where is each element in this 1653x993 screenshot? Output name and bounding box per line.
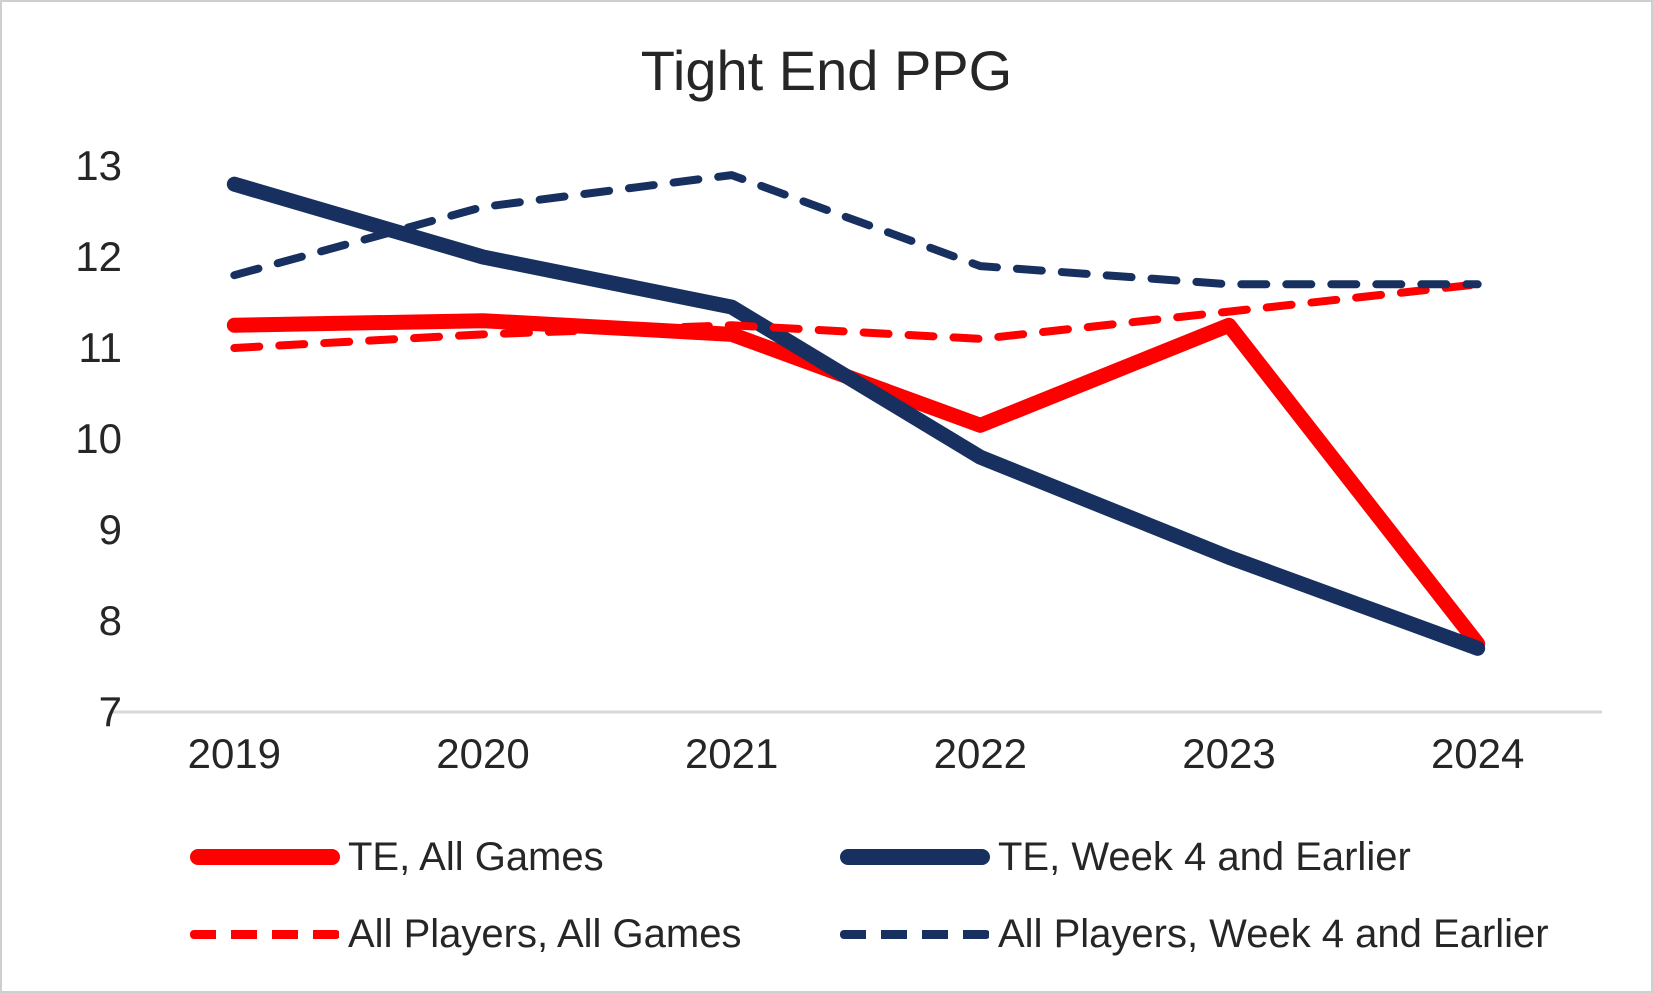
legend-label: All Players, All Games (348, 911, 742, 956)
x-axis-category-label: 2019 (187, 730, 282, 777)
legend-label: TE, Week 4 and Earlier (998, 834, 1411, 879)
legend-item-te-all-games: TE, All Games (190, 834, 604, 879)
legend-swatch-dashed-red (190, 929, 340, 939)
y-axis-tick-label: 11 (78, 324, 122, 371)
y-axis-tick-label: 9 (98, 506, 122, 553)
x-axis-category-label: 2023 (1182, 730, 1276, 777)
legend-label: All Players, Week 4 and Earlier (998, 911, 1549, 956)
legend-label: TE, All Games (348, 834, 604, 879)
legend-swatch-dashed-navy (840, 929, 990, 939)
x-axis-category-label: 2022 (933, 730, 1028, 777)
y-axis-tick-label: 8 (98, 597, 122, 644)
chart-title: Tight End PPG (640, 39, 1013, 102)
legend-swatch-solid-navy (840, 849, 990, 865)
y-axis-tick-label: 12 (75, 233, 122, 280)
legend-item-all-players-week4: All Players, Week 4 and Earlier (840, 911, 1549, 956)
series-line-3 (230, 280, 1482, 352)
series-line-1 (226, 313, 1486, 652)
y-axis-tick-label: 10 (75, 415, 122, 462)
series-line-2 (226, 176, 1486, 656)
x-axis-category-label: 2021 (684, 730, 779, 777)
series-line-4 (230, 171, 1482, 289)
y-axis-tick-label: 7 (98, 688, 122, 735)
legend-item-all-players-all-games: All Players, All Games (190, 911, 742, 956)
x-axis-category-label: 2020 (436, 730, 530, 777)
legend-swatch-solid-red (190, 849, 340, 865)
legend-item-te-week4: TE, Week 4 and Earlier (840, 834, 1411, 879)
y-axis-tick-label: 13 (75, 142, 122, 189)
x-axis-category-label: 2024 (1430, 730, 1525, 777)
